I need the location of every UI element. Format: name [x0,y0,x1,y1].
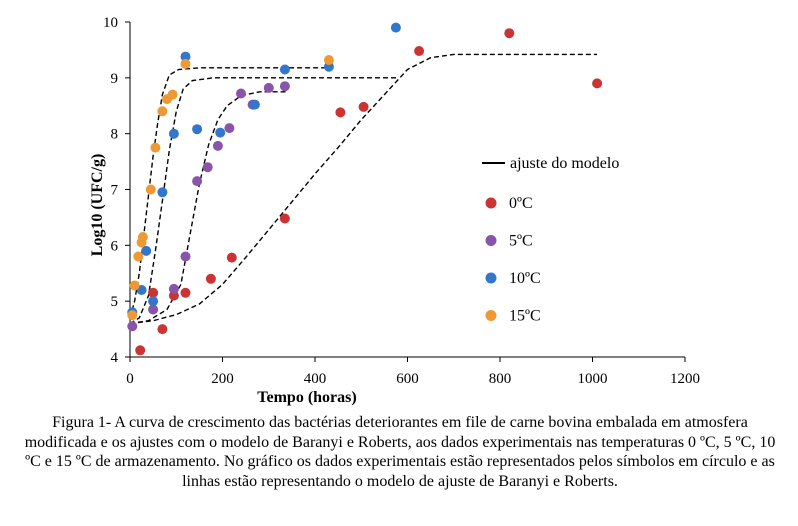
data-point-series-2 [168,128,179,139]
data-point-series-2 [141,245,152,256]
data-point-series-0 [148,287,159,298]
data-point-series-0 [205,273,216,284]
data-point-series-2 [279,64,290,75]
data-point-series-3 [137,232,148,242]
y-tick-label: 8 [111,127,119,143]
fit-line-series-0 [129,53,598,325]
data-point-series-1 [236,88,246,99]
data-points [127,22,603,356]
data-point-series-3 [129,280,140,291]
legend-marker-series-0 [485,197,497,209]
x-axis-title: Tempo (horas) [257,389,356,406]
fit-line-series-2 [129,77,399,325]
data-point-series-2 [192,124,203,135]
legend-marker-series-3 [485,310,497,321]
y-tick-label: 10 [103,15,118,31]
data-point-series-0 [592,78,603,89]
data-point-series-3 [127,310,138,321]
legend-marker-series-2 [485,272,497,284]
legend-marker-series-1 [485,235,497,246]
x-tick-label: 0 [126,371,134,387]
data-point-series-3 [157,106,168,117]
legend-label-series-1: 5ºC [509,233,533,250]
legend-fit-label: ajuste do modelo [510,155,619,172]
data-point-series-0 [157,324,168,335]
data-point-series-2 [249,99,260,110]
y-axis-title: Log10 (UFC/g) [89,154,106,257]
x-tick-label: 1000 [578,371,608,387]
y-tick-label: 5 [111,294,119,310]
data-point-series-1 [279,81,290,92]
data-point-series-2 [215,127,226,138]
ticks: 0 200 400 600 800 1000 1200 4 5 6 7 8 9 10 [103,15,700,387]
axes [129,22,685,358]
data-point-series-0 [504,28,515,39]
data-point-series-3 [323,55,334,65]
data-point-series-2 [180,51,191,62]
data-point-series-3 [167,89,178,100]
growth-curve-chart: 0 200 400 600 800 1000 1200 4 5 6 7 8 9 10 Tempo (hor… [89,15,700,406]
legend-label-series-2: 10ºC [509,270,541,287]
legend: ajuste do modelo 0ºC 5ºC 10ºC 15ºC [482,155,619,325]
data-point-series-3 [180,58,191,69]
data-point-series-0 [135,345,146,356]
data-point-series-3 [150,142,161,153]
legend-label-series-3: 15ºC [509,308,541,325]
data-point-series-3 [133,251,144,262]
data-point-series-2 [390,22,401,33]
data-point-series-2 [157,187,168,198]
y-tick-label: 9 [111,71,119,87]
data-point-series-0 [335,107,346,118]
x-tick-label: 600 [396,371,419,387]
y-tick-label: 7 [111,183,119,199]
data-point-series-0 [279,213,290,224]
y-tick-label: 6 [111,238,119,254]
legend-label-series-0: 0ºC [509,195,533,212]
x-tick-label: 800 [489,371,512,387]
data-point-series-1 [202,162,213,173]
data-point-series-1 [148,304,159,315]
data-point-series-2 [148,296,159,307]
data-point-series-1 [224,123,235,134]
data-point-series-1 [263,82,274,93]
data-point-series-1 [168,283,179,294]
x-tick-label: 400 [304,371,327,387]
data-point-series-1 [127,321,138,332]
data-point-series-0 [226,252,237,263]
data-point-series-0 [358,101,369,112]
figure-caption: Figura 1- A curva de crescimento das bac… [24,414,776,490]
x-tick-label: 1200 [670,371,700,387]
data-point-series-1 [212,140,223,151]
y-tick-label: 4 [111,350,119,366]
data-point-series-1 [192,176,203,187]
x-tick-label: 200 [211,371,234,387]
data-point-series-3 [145,184,156,195]
data-point-series-0 [180,287,191,298]
data-point-series-1 [180,251,191,262]
data-point-series-0 [414,46,425,56]
